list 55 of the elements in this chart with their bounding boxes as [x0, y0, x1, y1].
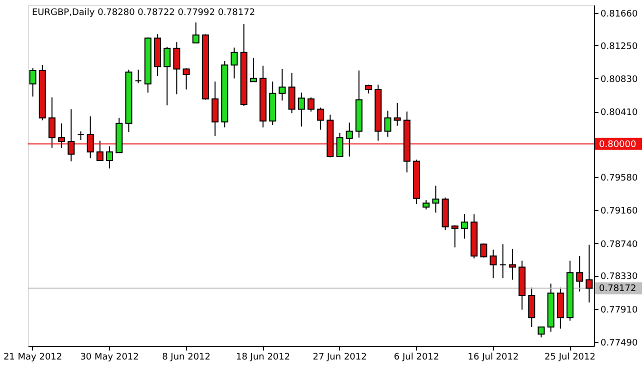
- candlestick: [384, 110, 392, 138]
- candlestick: [192, 22, 200, 44]
- candlestick: [308, 96, 314, 112]
- ref-line-label: 0.78172: [599, 284, 636, 294]
- candlestick: [182, 68, 190, 90]
- candlestick: [96, 140, 104, 161]
- candlestick: [106, 146, 114, 169]
- candlestick: [346, 122, 353, 158]
- candlestick: [86, 116, 94, 159]
- x-tick-label: 27 Jun 2012: [312, 352, 367, 362]
- candlestick: [278, 68, 286, 102]
- candlestick: [173, 42, 180, 95]
- y-tick-label: 0.79580: [600, 174, 638, 184]
- candlestick: [212, 81, 219, 137]
- candlestick: [499, 244, 506, 279]
- y-tick-label: 0.79160: [600, 206, 638, 217]
- y-tick-label: 0.78330: [600, 272, 638, 282]
- y-tick-label: 0.78740: [600, 240, 638, 250]
- candlestick: [230, 47, 238, 79]
- candlestick: [288, 72, 296, 114]
- candlestick: [29, 68, 36, 98]
- x-tick-label: 25 Jul 2012: [544, 352, 596, 362]
- y-tick-label: 0.77910: [600, 305, 638, 316]
- candlestick: [317, 107, 324, 130]
- candlestick: [432, 185, 440, 214]
- x-tick-label: 6 Jul 2012: [394, 352, 440, 362]
- candlestick: [460, 214, 468, 240]
- x-tick-label: 21 May 2012: [3, 352, 62, 362]
- x-tick-label: 16 Jul 2012: [468, 352, 519, 362]
- candlestick: [48, 96, 56, 148]
- candlestick: [298, 92, 305, 128]
- x-tick-label: 30 May 2012: [80, 352, 139, 362]
- x-tick-label: 8 Jun 2012: [162, 352, 210, 362]
- y-tick-label: 0.80410: [600, 108, 638, 118]
- chart-title: EURGBP,Daily 0.78280 0.78722 0.77992 0.78172: [32, 8, 256, 18]
- candlestick: [58, 122, 66, 148]
- candlestick: [508, 248, 516, 280]
- candlestick: [134, 69, 142, 84]
- candlestick: [576, 256, 584, 292]
- candlestick: [451, 224, 458, 248]
- candlestick: [336, 132, 344, 158]
- candlestick: [422, 199, 430, 210]
- x-tick-label: 18 Jun 2012: [236, 352, 290, 362]
- candlestick: [538, 326, 545, 338]
- ref-line-label: 0.80000: [599, 140, 636, 150]
- y-tick-label: 0.81250: [600, 42, 638, 52]
- candlestick: [528, 287, 536, 328]
- candlestick: [490, 249, 497, 279]
- y-tick-label: 0.80830: [600, 74, 638, 85]
- candlestick: [250, 57, 257, 82]
- candlestick: [164, 46, 171, 106]
- candlestick: [394, 102, 401, 126]
- candlestick: [68, 108, 75, 162]
- y-tick-label: 0.77490: [600, 338, 638, 349]
- y-tick-label: 0.81660: [600, 9, 638, 20]
